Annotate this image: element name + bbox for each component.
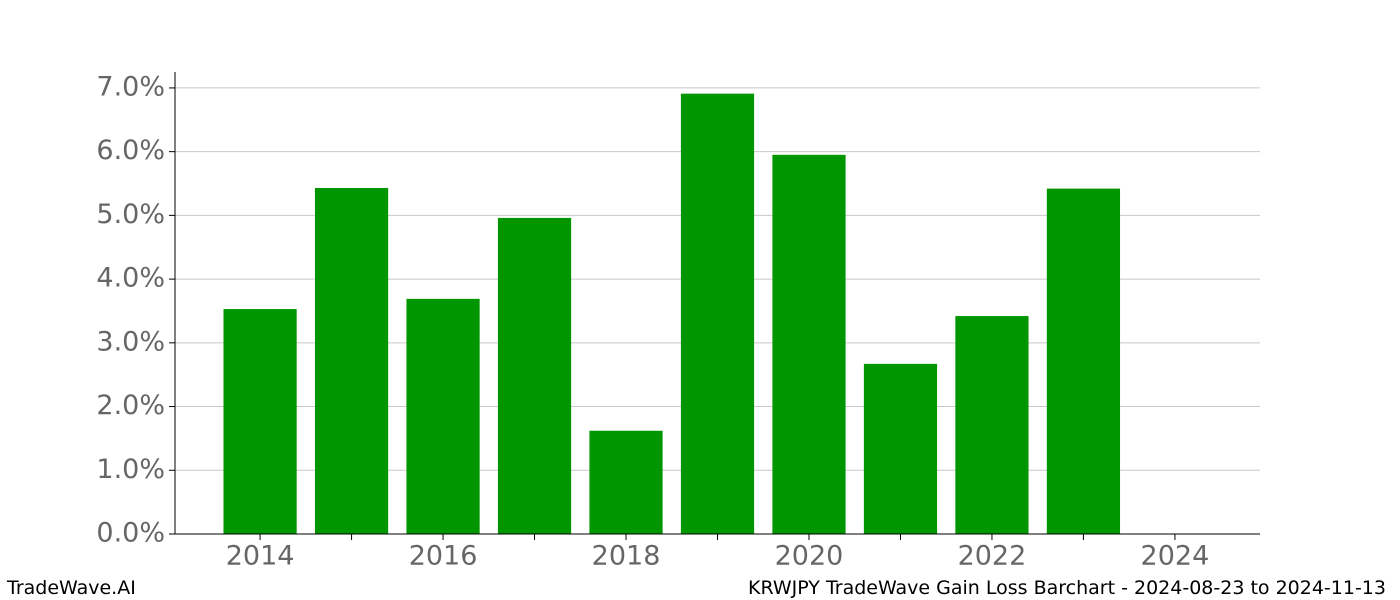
bar [1046,188,1121,534]
x-tick-label: 2016 [409,541,478,572]
footer-left: TradeWave.AI [6,577,136,599]
bar [955,316,1029,534]
bar [406,298,480,534]
x-tick-label: 2014 [226,541,295,572]
x-tick-label: 2018 [592,541,661,572]
bar [314,187,389,534]
y-tick-label: 4.0% [96,263,165,294]
bar [680,93,755,535]
y-tick-label: 6.0% [96,135,165,166]
x-tick-label: 2024 [1141,541,1210,572]
y-tick-label: 5.0% [96,199,165,230]
x-tick-label: 2020 [775,541,844,572]
bar [223,309,297,534]
y-tick-label: 0.0% [96,518,165,549]
y-tick-label: 1.0% [96,454,165,485]
y-tick-label: 3.0% [96,326,165,357]
bar [497,217,572,534]
bar [772,154,846,535]
x-tick-label: 2022 [958,541,1027,572]
bar [589,430,663,534]
y-tick-label: 2.0% [96,390,165,421]
footer-right: KRWJPY TradeWave Gain Loss Barchart - 20… [748,577,1386,599]
bar [863,363,938,534]
y-tick-label: 7.0% [96,71,165,102]
